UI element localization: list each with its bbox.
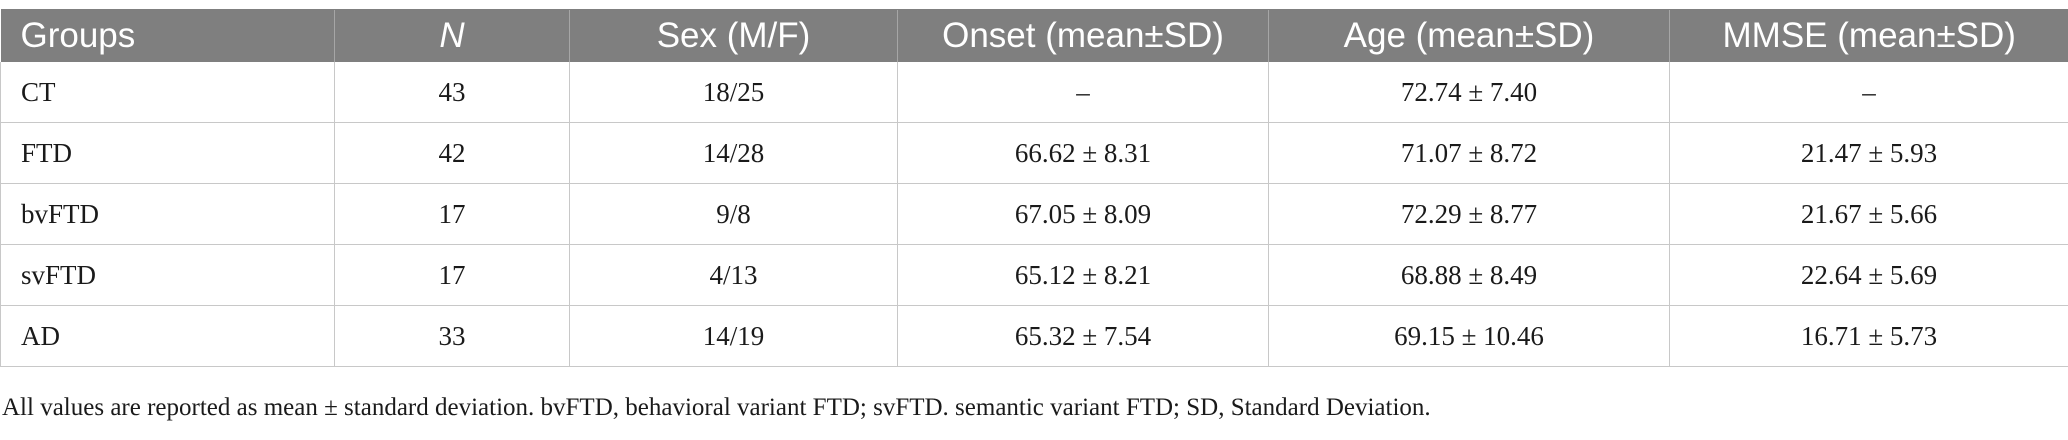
- cell-mmse: 22.64 ± 5.69: [1669, 244, 2068, 306]
- cell-age: 72.74 ± 7.40: [1268, 62, 1670, 123]
- cell-age: 68.88 ± 8.49: [1268, 244, 1670, 306]
- cell-group: FTD: [0, 122, 335, 184]
- table-row: CT 43 18/25 – 72.74 ± 7.40 –: [0, 62, 2068, 123]
- cell-n: 17: [334, 244, 570, 306]
- cell-sex: 14/28: [569, 122, 898, 184]
- table-row: svFTD 17 4/13 65.12 ± 8.21 68.88 ± 8.49 …: [0, 244, 2068, 306]
- table-row: AD 33 14/19 65.32 ± 7.54 69.15 ± 10.46 1…: [0, 305, 2068, 367]
- table-row: FTD 42 14/28 66.62 ± 8.31 71.07 ± 8.72 2…: [0, 122, 2068, 184]
- demographics-table: Groups N Sex (M/F) Onset (mean±SD) Age (…: [0, 9, 2068, 367]
- cell-onset: 65.12 ± 8.21: [897, 244, 1269, 306]
- cell-mmse: 16.71 ± 5.73: [1669, 305, 2068, 367]
- header-mmse: MMSE (mean±SD): [1669, 9, 2068, 62]
- cell-mmse: 21.47 ± 5.93: [1669, 122, 2068, 184]
- cell-mmse: 21.67 ± 5.66: [1669, 183, 2068, 245]
- header-groups: Groups: [0, 9, 335, 62]
- table-header-row: Groups N Sex (M/F) Onset (mean±SD) Age (…: [0, 9, 2068, 62]
- cell-group: AD: [0, 305, 335, 367]
- cell-onset: 67.05 ± 8.09: [897, 183, 1269, 245]
- cell-age: 71.07 ± 8.72: [1268, 122, 1670, 184]
- cell-sex: 18/25: [569, 62, 898, 123]
- cell-onset: –: [897, 62, 1269, 123]
- table-footnote: All values are reported as mean ± standa…: [2, 394, 1431, 421]
- cell-onset: 66.62 ± 8.31: [897, 122, 1269, 184]
- cell-n: 17: [334, 183, 570, 245]
- data-table-container: Groups N Sex (M/F) Onset (mean±SD) Age (…: [0, 9, 2068, 367]
- cell-mmse: –: [1669, 62, 2068, 123]
- table-row: bvFTD 17 9/8 67.05 ± 8.09 72.29 ± 8.77 2…: [0, 183, 2068, 245]
- cell-sex: 14/19: [569, 305, 898, 367]
- cell-sex: 9/8: [569, 183, 898, 245]
- cell-sex: 4/13: [569, 244, 898, 306]
- cell-group: CT: [0, 62, 335, 123]
- cell-group: svFTD: [0, 244, 335, 306]
- cell-group: bvFTD: [0, 183, 335, 245]
- header-onset: Onset (mean±SD): [897, 9, 1269, 62]
- cell-n: 33: [334, 305, 570, 367]
- cell-n: 43: [334, 62, 570, 123]
- header-n: N: [334, 9, 570, 62]
- cell-n: 42: [334, 122, 570, 184]
- header-age: Age (mean±SD): [1268, 9, 1670, 62]
- cell-age: 72.29 ± 8.77: [1268, 183, 1670, 245]
- cell-age: 69.15 ± 10.46: [1268, 305, 1670, 367]
- cell-onset: 65.32 ± 7.54: [897, 305, 1269, 367]
- header-sex: Sex (M/F): [569, 9, 898, 62]
